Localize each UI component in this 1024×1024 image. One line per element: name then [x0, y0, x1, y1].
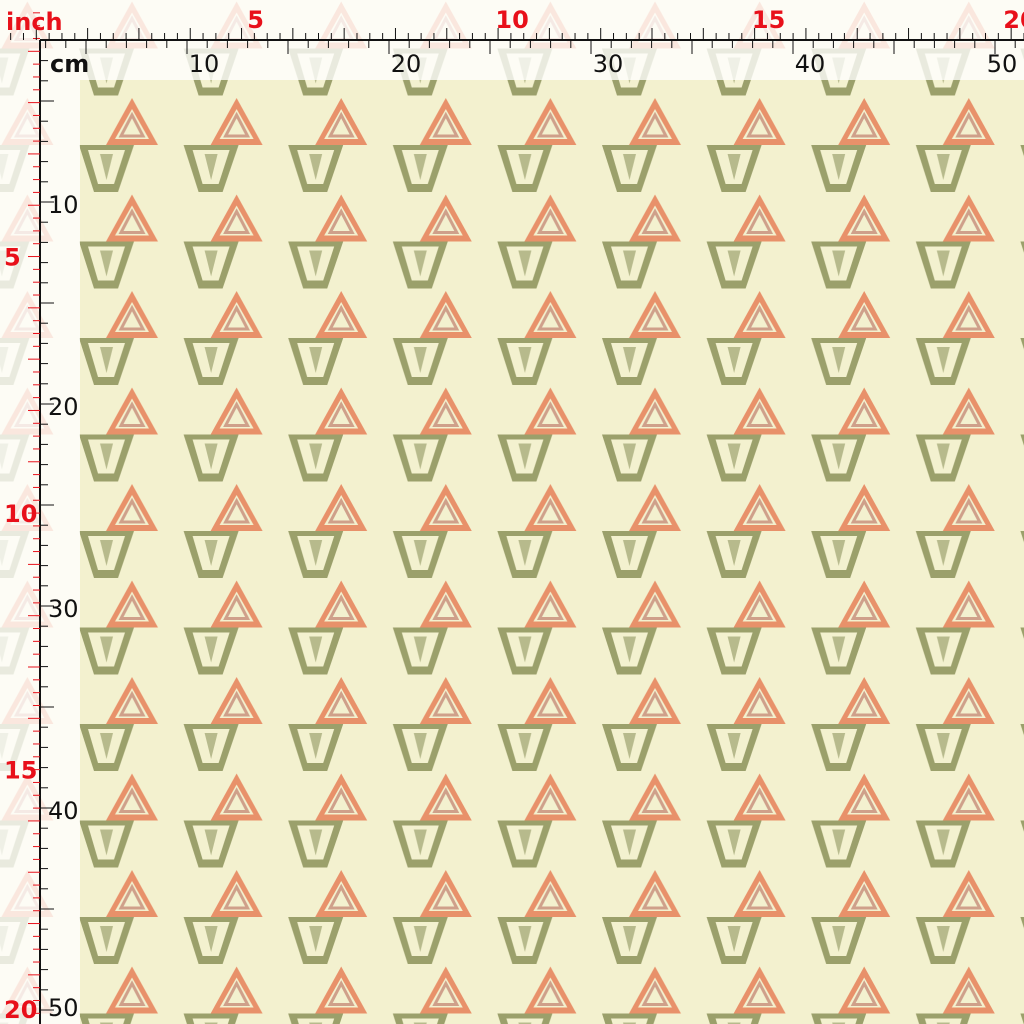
left-inch-label: 15	[4, 757, 37, 785]
top-inch-label: 20	[1003, 6, 1024, 34]
top-cm-label: 10	[189, 50, 220, 78]
top-inch-label: 5	[247, 6, 264, 34]
left-cm-label: 40	[48, 797, 79, 825]
top-inch-label: 10	[495, 6, 528, 34]
top-cm-label: 40	[795, 50, 826, 78]
left-inch-label: 5	[4, 244, 21, 272]
inch-unit: inch	[6, 8, 63, 36]
left-inch-label: 10	[4, 500, 37, 528]
left-cm-label: 30	[48, 595, 79, 623]
left-cm-label: 20	[48, 393, 79, 421]
top-cm-label: 20	[391, 50, 422, 78]
left-inch-label: 20	[4, 996, 37, 1024]
top-cm-label: 30	[593, 50, 624, 78]
top-inch-label: 15	[752, 6, 785, 34]
cm-unit: cm	[50, 50, 89, 78]
top-cm-label: 50	[987, 50, 1018, 78]
left-cm-label: 50	[48, 994, 79, 1022]
left-cm-label: 10	[48, 191, 79, 219]
ruler-ticks	[10, 12, 1024, 1014]
